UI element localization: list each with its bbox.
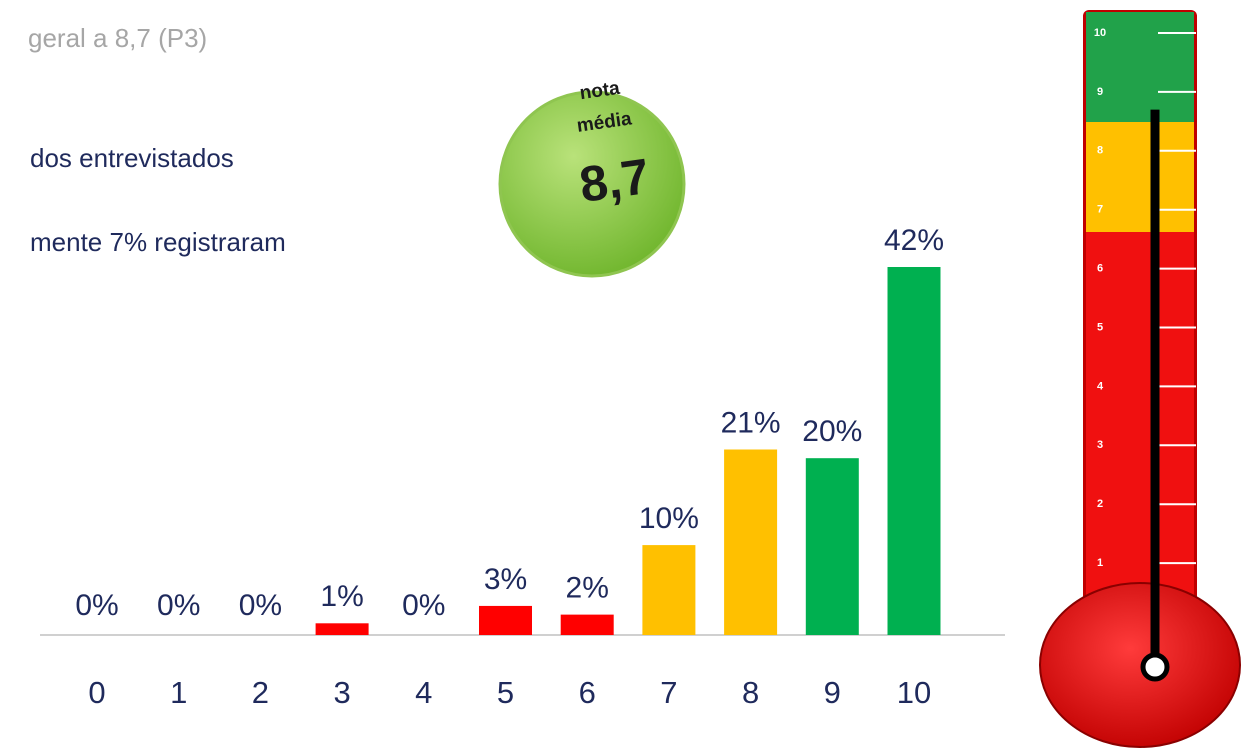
value-label: 42%: [884, 224, 944, 257]
x-tick-label: 0: [88, 675, 105, 710]
slide: geral a 8,7 (P3) dos entrevistados mente…: [0, 0, 1250, 754]
thermometer-label: 1: [1097, 557, 1103, 569]
x-tick-label: 2: [252, 675, 269, 710]
thermometer-label: 6: [1097, 263, 1103, 275]
text-line: dos entrevistados: [30, 143, 234, 173]
chart: 0%00%10%21%30%43%52%610%721%820%942%10: [40, 224, 1005, 710]
value-label: 10%: [639, 502, 699, 535]
thermometer: 1 2 3 4 5 6 7 8 9 10: [1040, 10, 1240, 747]
thermometer-label: 4: [1097, 380, 1104, 392]
value-label: 0%: [157, 589, 200, 622]
thermometer-label: 9: [1097, 86, 1103, 98]
x-tick-label: 10: [897, 675, 931, 710]
thermometer-knob: [1143, 655, 1167, 679]
value-label: 0%: [402, 589, 445, 622]
value-label: 1%: [320, 580, 363, 613]
x-tick-label: 6: [579, 675, 596, 710]
thermometer-label: 5: [1097, 321, 1103, 333]
heading-fragment: geral a 8,7 (P3): [28, 23, 207, 53]
x-tick-label: 4: [415, 675, 432, 710]
thermometer-label: 10: [1094, 27, 1106, 39]
x-tick-label: 1: [170, 675, 187, 710]
thermometer-label: 2: [1097, 498, 1103, 510]
thermometer-label: 7: [1097, 204, 1103, 216]
x-tick-label: 3: [333, 675, 350, 710]
value-label: 0%: [75, 589, 118, 622]
mean-badge: nota média 8,7: [500, 75, 684, 276]
bar: [317, 625, 367, 634]
x-tick-label: 9: [824, 675, 841, 710]
value-label: 3%: [484, 563, 527, 596]
bar: [889, 269, 939, 634]
value-label: 2%: [566, 572, 609, 605]
thermometer-label: 8: [1097, 145, 1103, 157]
bar: [726, 451, 776, 634]
text-line: mente 7% registraram: [30, 227, 286, 257]
thermometer-label: 3: [1097, 439, 1103, 451]
x-tick-label: 5: [497, 675, 514, 710]
x-tick-label: 7: [660, 675, 677, 710]
bar: [481, 607, 531, 633]
x-tick-label: 8: [742, 675, 759, 710]
badge-value: 8,7: [576, 148, 653, 213]
value-label: 21%: [721, 406, 781, 439]
bar: [644, 547, 694, 634]
value-label: 0%: [239, 589, 282, 622]
bar: [807, 460, 857, 634]
thermometer-red: [1086, 232, 1194, 607]
value-label: 20%: [802, 415, 862, 448]
bar: [562, 616, 612, 633]
thermometer-bulb: [1040, 583, 1240, 747]
